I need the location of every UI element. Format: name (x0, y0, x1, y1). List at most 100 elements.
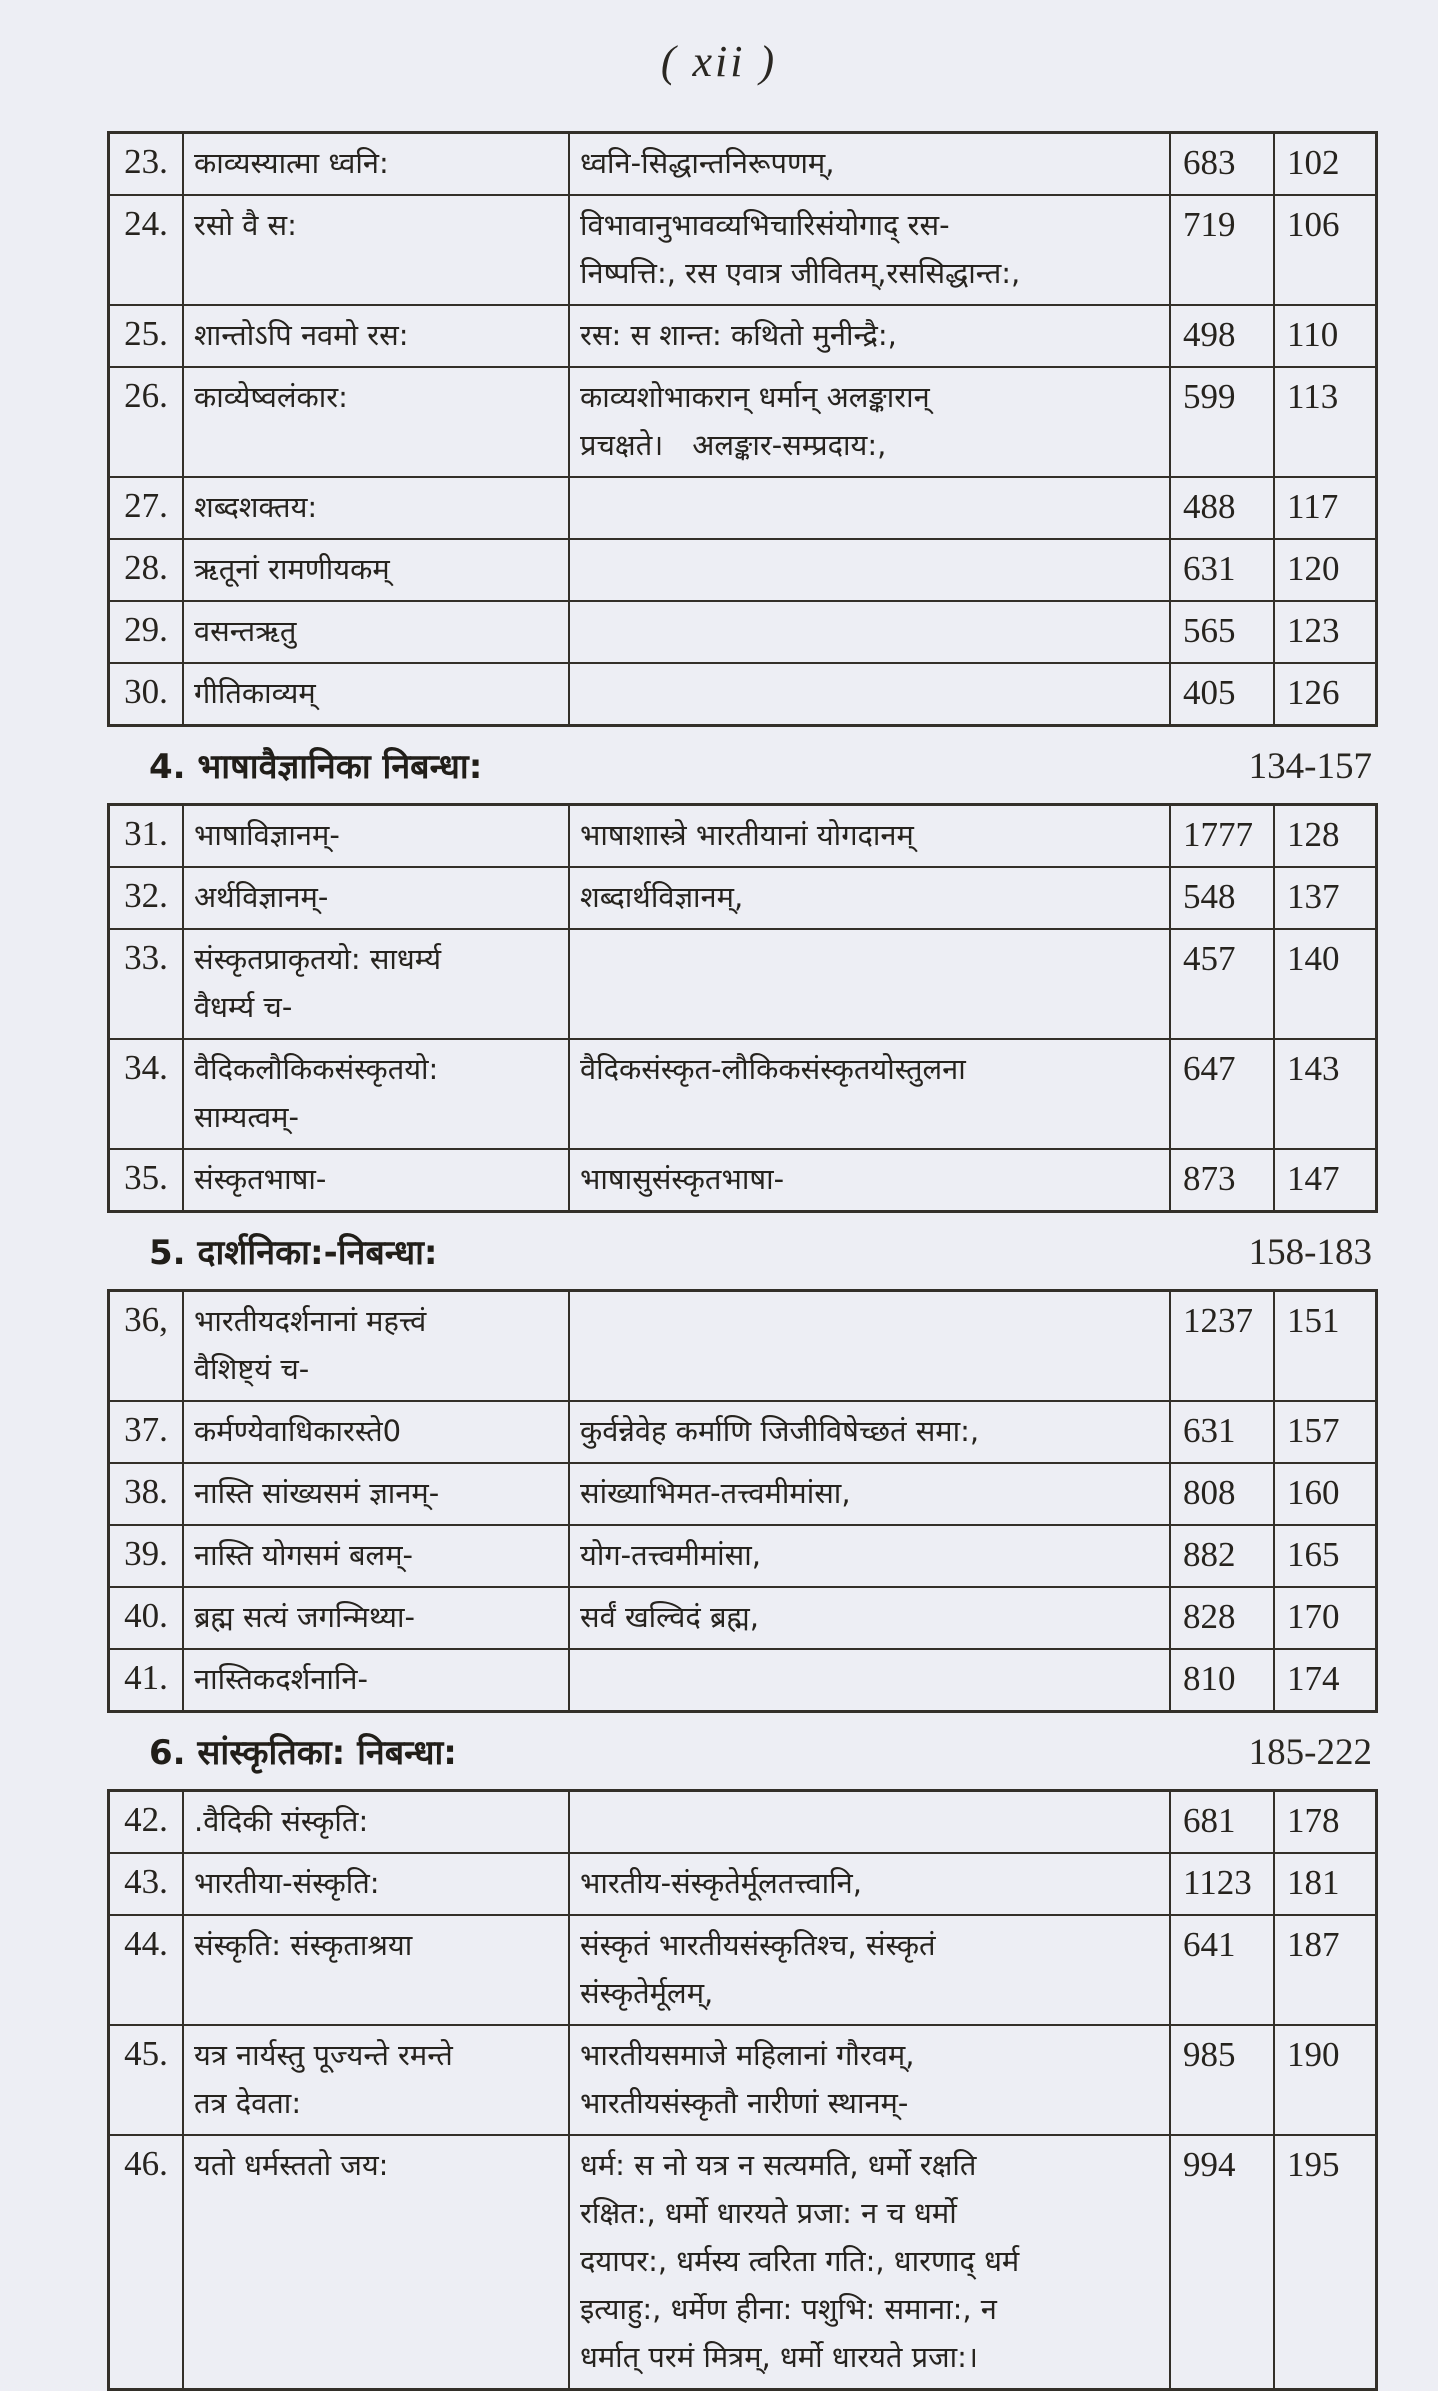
title-line: नास्ति सांख्यसमं ज्ञानम्- (194, 1476, 440, 1510)
description-line: वैदिकसंस्कृत-लौकिकसंस्कृतयोस्तुलना (580, 1052, 966, 1086)
title-line: यत्र नार्यस्तु पूज्यन्ते रमन्ते (194, 2038, 453, 2072)
description-cell (570, 664, 1171, 724)
title-line: साम्यत्वम्- (194, 1100, 299, 1134)
page-number-cell: 102 (1287, 143, 1340, 182)
table-row: 24. रसो वै स: विभावानुभावव्यभिचारिसंयोगा… (110, 196, 1375, 306)
row-number-cell: 23. (110, 134, 184, 194)
page-number-cell: 190 (1287, 2035, 1340, 2074)
description-cell: योग-तत्त्वमीमांसा, (570, 1526, 1171, 1586)
section-heading: 5. दार्शनिका:-निबन्धा: 158-183 (107, 1229, 1378, 1277)
contents-table: 36, भारतीयदर्शनानां महत्त्वं वैशिष्ट्यं च… (107, 1289, 1378, 1713)
description-line: सर्वं खल्विदं ब्रह्म, (580, 1600, 760, 1634)
page-number-cell: 187 (1287, 1925, 1340, 1964)
title-line: वैशिष्ट्यं च- (194, 1352, 310, 1386)
description-line: निष्पत्ति:, रस एवात्र जीवितम्,रससिद्धान्… (580, 256, 1021, 290)
word-count-cell: 641 (1171, 1916, 1275, 2024)
title-line: .वैदिकी संस्कृति: (194, 1804, 369, 1838)
contents-section: 23. काव्यस्यात्मा ध्वनि: ध्वनि-सिद्धान्त… (107, 131, 1378, 727)
description-line: धर्मात् परमं मित्रम्, धर्मो धारयते प्रजा… (580, 2340, 978, 2374)
row-number-cell: 46. (110, 2136, 184, 2388)
title-cell: गीतिकाव्यम् (184, 664, 570, 724)
row-number-cell: 38. (110, 1464, 184, 1524)
table-row: 27. शब्दशक्तय: 488 117 (110, 478, 1375, 540)
row-number-cell: 45. (110, 2026, 184, 2134)
row-number-cell: 26. (110, 368, 184, 476)
table-row: 46. यतो धर्मस्ततो जय: धर्म: स नो यत्र न … (110, 2136, 1375, 2388)
description-cell (570, 1292, 1171, 1400)
row-number-cell: 34. (110, 1040, 184, 1148)
word-count-cell: 810 (1171, 1650, 1275, 1710)
word-count-cell: 683 (1171, 134, 1275, 194)
table-row: 29. वसन्तऋतु 565 123 (110, 602, 1375, 664)
row-number-cell: 37. (110, 1402, 184, 1462)
word-count-cell: 405 (1171, 664, 1275, 724)
title-cell: ऋतूनां रामणीयकम् (184, 540, 570, 600)
word-count-cell: 548 (1171, 868, 1275, 928)
description-cell (570, 930, 1171, 1038)
description-line: प्रचक्षते। अलङ्कार-सम्प्रदाय:, (580, 428, 887, 462)
row-number-cell: 31. (110, 806, 184, 866)
description-line: रक्षित:, धर्मो धारयते प्रजा: न च धर्मो (580, 2196, 957, 2230)
title-cell: नास्तिकदर्शनानि- (184, 1650, 570, 1710)
word-count-cell: 1123 (1171, 1854, 1275, 1914)
title-cell: संस्कृतप्राकृतयो: साधर्म्य वैधर्म्य च- (184, 930, 570, 1038)
row-number-cell: 39. (110, 1526, 184, 1586)
description-cell (570, 1792, 1171, 1852)
title-line: वैदिकलौकिकसंस्कृतयो: (194, 1052, 439, 1086)
section-page-range: 185-222 (1248, 1732, 1372, 1773)
description-line: योग-तत्त्वमीमांसा, (580, 1538, 762, 1572)
table-row: 26. काव्येष्वलंकार: काव्यशोभाकरान् धर्मा… (110, 368, 1375, 478)
title-cell: संस्कृति: संस्कृताश्रया (184, 1916, 570, 2024)
contents-table: 23. काव्यस्यात्मा ध्वनि: ध्वनि-सिद्धान्त… (107, 131, 1378, 727)
description-cell (570, 1650, 1171, 1710)
table-row: 36, भारतीयदर्शनानां महत्त्वं वैशिष्ट्यं च… (110, 1292, 1375, 1402)
word-count-cell: 488 (1171, 478, 1275, 538)
section-page-range: 134-157 (1248, 746, 1372, 787)
word-count-cell: 457 (1171, 930, 1275, 1038)
word-count-cell: 719 (1171, 196, 1275, 304)
table-row: 40. ब्रह्म सत्यं जगन्मिथ्या- सर्वं खल्वि… (110, 1588, 1375, 1650)
word-count-cell: 873 (1171, 1150, 1275, 1210)
description-line: भाषाशास्त्रे भारतीयानां योगदानम् (580, 818, 914, 852)
page-number-cell: 174 (1287, 1659, 1340, 1698)
description-cell: काव्यशोभाकरान् धर्मान् अलङ्कारान् प्रचक्ष… (570, 368, 1171, 476)
page-number-cell: 157 (1287, 1411, 1340, 1450)
table-row: 39. नास्ति योगसमं बलम्- योग-तत्त्वमीमांस… (110, 1526, 1375, 1588)
title-line: तत्र देवता: (194, 2086, 302, 2120)
title-line: ऋतूनां रामणीयकम् (194, 552, 390, 586)
page-number-cell: 126 (1287, 673, 1340, 712)
row-number-cell: 32. (110, 868, 184, 928)
table-row: 42. .वैदिकी संस्कृति: 681 178 (110, 1792, 1375, 1854)
title-line: ब्रह्म सत्यं जगन्मिथ्या- (194, 1600, 415, 1634)
contents-table: 42. .वैदिकी संस्कृति: 681 178 43. भारतीय… (107, 1789, 1378, 2391)
description-cell: संस्कृतं भारतीयसंस्कृतिश्च, संस्कृतं संस्… (570, 1916, 1171, 2024)
page-number-cell: 110 (1287, 315, 1339, 354)
title-cell: काव्येष्वलंकार: (184, 368, 570, 476)
description-cell: विभावानुभावव्यभिचारिसंयोगाद् रस- निष्पत्त… (570, 196, 1171, 304)
section-page-range: 158-183 (1248, 1232, 1372, 1273)
title-cell: नास्ति योगसमं बलम्- (184, 1526, 570, 1586)
row-number-cell: 41. (110, 1650, 184, 1710)
title-cell: रसो वै स: (184, 196, 570, 304)
description-cell: भाषासुसंस्कृतभाषा- (570, 1150, 1171, 1210)
row-number-cell: 43. (110, 1854, 184, 1914)
table-row: 33. संस्कृतप्राकृतयो: साधर्म्य वैधर्म्य च… (110, 930, 1375, 1040)
title-cell: कर्मण्येवाधिकारस्ते0 (184, 1402, 570, 1462)
contents-section: 6. सांस्कृतिका: निबन्धा: 185-222 42. .वै… (107, 1729, 1378, 2391)
description-cell: धर्म: स नो यत्र न सत्यमति, धर्मो रक्षति र… (570, 2136, 1171, 2388)
title-cell: काव्यस्यात्मा ध्वनि: (184, 134, 570, 194)
title-line: काव्यस्यात्मा ध्वनि: (194, 146, 389, 180)
word-count-cell: 1777 (1171, 806, 1275, 866)
title-cell: .वैदिकी संस्कृति: (184, 1792, 570, 1852)
title-cell: यतो धर्मस्ततो जय: (184, 2136, 570, 2388)
title-line: नास्ति योगसमं बलम्- (194, 1538, 413, 1572)
title-line: भारतीयदर्शनानां महत्त्वं (194, 1304, 427, 1338)
row-number-cell: 29. (110, 602, 184, 662)
description-line: भारतीय-संस्कृतेर्मूलतत्त्वानि, (580, 1866, 862, 1900)
word-count-cell: 1237 (1171, 1292, 1275, 1400)
section-heading: 4. भाषावैज्ञानिका निबन्धा: 134-157 (107, 743, 1378, 791)
page-number-cell: 160 (1287, 1473, 1340, 1512)
title-line: शान्तोऽपि नवमो रस: (194, 318, 409, 352)
description-line: विभावानुभावव्यभिचारिसंयोगाद् रस- (580, 208, 950, 242)
table-row: 23. काव्यस्यात्मा ध्वनि: ध्वनि-सिद्धान्त… (110, 134, 1375, 196)
